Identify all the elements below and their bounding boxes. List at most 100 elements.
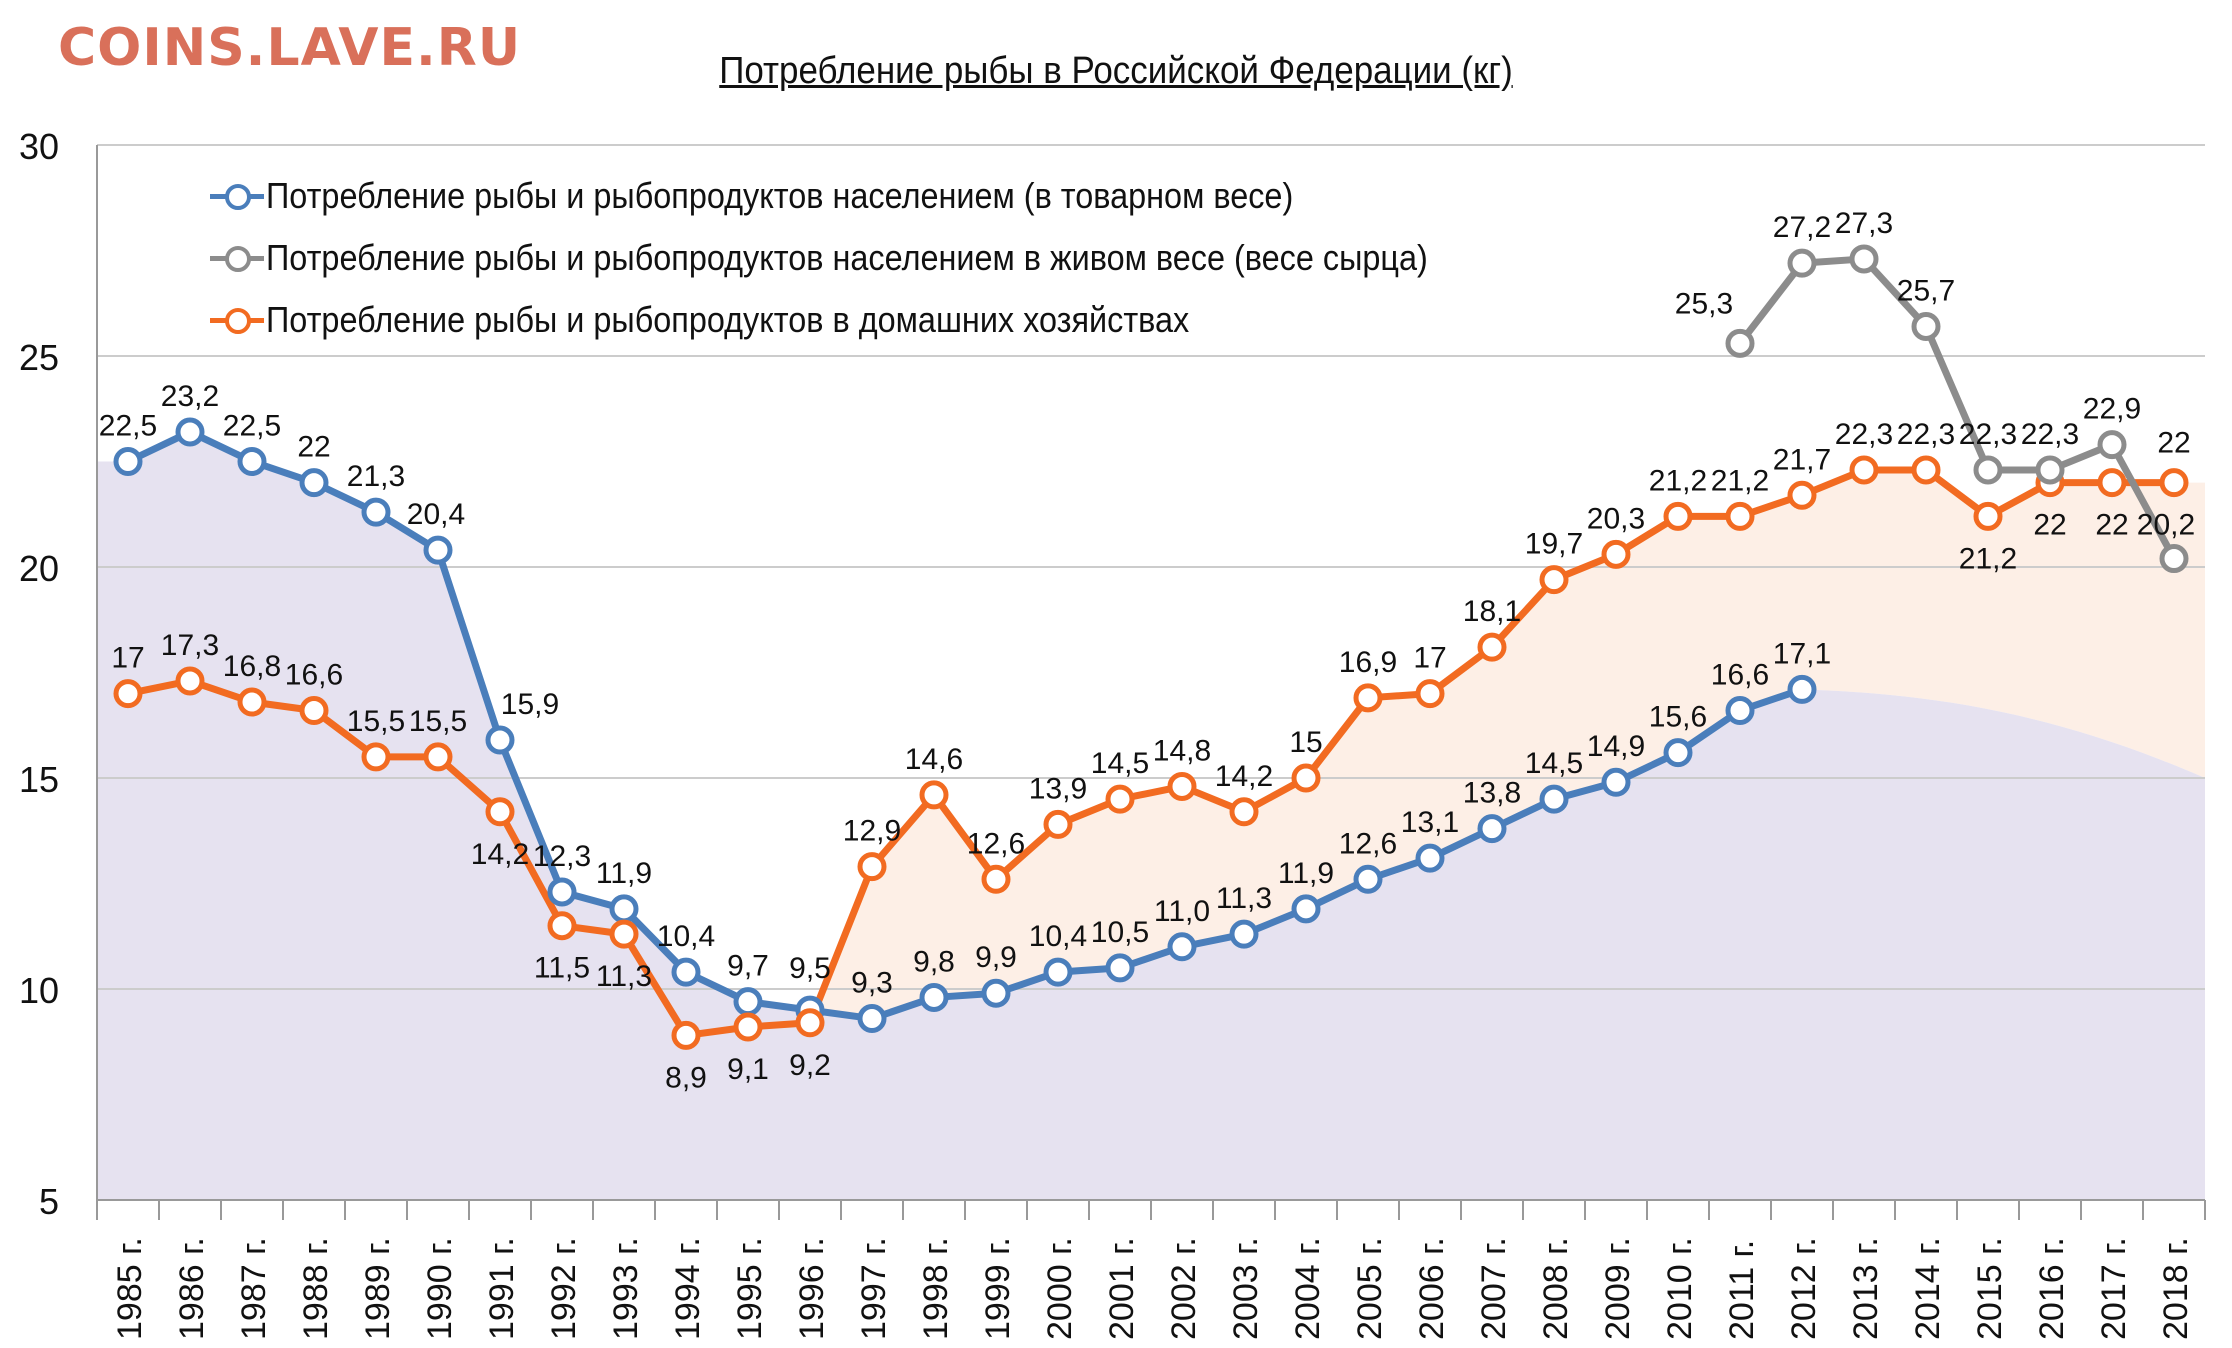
data-point [1415, 679, 1445, 709]
data-label: 12,3 [533, 840, 591, 873]
data-label: 22,3 [2021, 418, 2079, 451]
legend-marker-gray [210, 241, 264, 275]
data-label: 15,5 [409, 705, 467, 738]
legend-marker-orange [210, 303, 264, 337]
data-label: 20,3 [1587, 502, 1645, 535]
data-point [1663, 501, 1693, 531]
legend-item-orange: Потребление рыбы и рыбопродуктов в домаш… [210, 289, 1557, 351]
x-tick-label: 2000 г. [1041, 1237, 1079, 1340]
data-point [1787, 480, 1817, 510]
data-label: 13,1 [1401, 806, 1459, 839]
data-point [733, 1012, 763, 1042]
x-tick-label: 1997 г. [855, 1237, 893, 1340]
data-label: 8,9 [665, 1061, 707, 1094]
data-point [547, 911, 577, 941]
data-label: 9,3 [851, 967, 893, 1000]
data-label: 12,6 [1339, 827, 1397, 860]
x-tick-label: 1989 г. [359, 1237, 397, 1340]
x-tick-label: 2017 г. [2095, 1237, 2133, 1340]
data-point [1725, 695, 1755, 725]
data-label: 10,5 [1091, 916, 1149, 949]
data-label: 17 [111, 642, 144, 675]
data-label: 22 [2095, 509, 2128, 542]
x-tick-label: 1985 г. [111, 1237, 149, 1340]
data-label: 21,3 [347, 460, 405, 493]
legend-item-blue: Потребление рыбы и рыбопродуктов населен… [210, 165, 1557, 227]
data-point [1725, 501, 1755, 531]
x-tick-label: 2014 г. [1909, 1237, 1947, 1340]
data-point [1477, 632, 1507, 662]
data-label: 14,6 [905, 743, 963, 776]
x-tick-label: 2004 г. [1289, 1237, 1327, 1340]
data-point [1601, 539, 1631, 569]
data-point [2159, 544, 2189, 574]
data-point [175, 666, 205, 696]
data-label: 16,9 [1339, 646, 1397, 679]
data-label: 12,6 [967, 827, 1025, 860]
data-point [1477, 814, 1507, 844]
data-label: 10,4 [657, 920, 715, 953]
x-tick-label: 2007 г. [1475, 1237, 1513, 1340]
chart-title: Потребление рыбы в Российской Федерации … [719, 50, 1513, 92]
data-label: 22,3 [1959, 418, 2017, 451]
data-point [361, 742, 391, 772]
data-point [1043, 957, 1073, 987]
x-tick-label: 1993 г. [607, 1237, 645, 1340]
data-point [237, 447, 267, 476]
data-point [1849, 244, 1879, 274]
data-point [361, 497, 391, 527]
data-label: 9,5 [789, 952, 831, 985]
data-point [1353, 683, 1383, 713]
data-point [299, 468, 329, 498]
data-point [1353, 864, 1383, 894]
data-label: 9,1 [727, 1053, 769, 1086]
data-point [1105, 953, 1135, 983]
data-label: 11,0 [1154, 895, 1210, 928]
data-label: 9,9 [975, 941, 1017, 974]
data-point [919, 982, 949, 1012]
chart-legend: Потребление рыбы и рыбопродуктов населен… [210, 165, 1557, 351]
data-point [1601, 767, 1631, 797]
x-tick-label: 1991 г. [483, 1237, 521, 1340]
area-fill-purple [97, 431, 2205, 1201]
data-point [1911, 455, 1941, 485]
data-label: 16,8 [223, 650, 281, 683]
data-point [113, 679, 143, 709]
x-tick-label: 2002 г. [1165, 1237, 1203, 1340]
data-point [733, 987, 763, 1017]
x-tick-label: 2012 г. [1785, 1237, 1823, 1340]
x-tick-label: 1992 г. [545, 1237, 583, 1340]
data-point [547, 877, 577, 907]
data-point [237, 687, 267, 717]
data-label: 27,2 [1773, 211, 1831, 244]
data-label: 14,5 [1091, 747, 1149, 780]
x-tick-label: 2006 г. [1413, 1237, 1451, 1340]
data-label: 15 [1289, 726, 1322, 759]
x-tick-label: 2001 г. [1103, 1237, 1141, 1340]
data-point [1043, 809, 1073, 839]
data-point [423, 535, 453, 565]
data-label: 22 [2033, 509, 2066, 542]
x-tick-label: 1990 г. [421, 1237, 459, 1340]
data-label: 14,9 [1587, 730, 1645, 763]
data-point [857, 1004, 887, 1034]
area-fill-peach [810, 469, 2205, 1019]
y-tick-label: 30 [19, 126, 59, 167]
data-label: 22 [297, 431, 330, 464]
data-point [1973, 455, 2003, 485]
x-tick-label: 1994 г. [669, 1237, 707, 1340]
data-label: 22,5 [223, 410, 281, 443]
data-label: 11,5 [534, 952, 590, 985]
data-label: 17,3 [161, 629, 219, 662]
y-tick-label: 20 [19, 548, 59, 589]
x-tick-label: 2011 г. [1723, 1240, 1761, 1340]
data-label: 25,3 [1675, 287, 1733, 320]
data-label: 13,9 [1029, 772, 1087, 805]
data-label: 22 [2157, 427, 2190, 460]
data-point [919, 780, 949, 810]
data-label: 18,1 [1463, 595, 1521, 628]
data-label: 23,2 [161, 380, 219, 413]
data-label: 15,6 [1649, 701, 1707, 734]
data-point [609, 894, 639, 924]
data-point [1725, 328, 1755, 358]
